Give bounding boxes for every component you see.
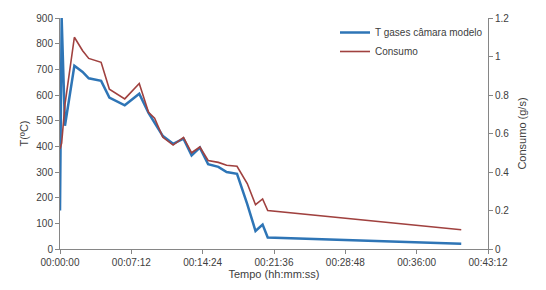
svg-text:1: 1 — [495, 51, 501, 62]
svg-text:00:07:12: 00:07:12 — [112, 257, 151, 268]
svg-text:00:14:24: 00:14:24 — [183, 257, 222, 268]
svg-text:00:36:00: 00:36:00 — [397, 257, 436, 268]
svg-text:00:21:36: 00:21:36 — [255, 257, 294, 268]
svg-text:00:00:00: 00:00:00 — [41, 257, 80, 268]
svg-text:00:43:12: 00:43:12 — [469, 257, 508, 268]
svg-text:Tempo (hh:mm:ss): Tempo (hh:mm:ss) — [228, 268, 319, 280]
svg-text:600: 600 — [36, 90, 53, 101]
svg-text:700: 700 — [36, 64, 53, 75]
svg-text:200: 200 — [36, 192, 53, 203]
svg-text:0: 0 — [47, 244, 53, 255]
svg-text:0.6: 0.6 — [495, 128, 509, 139]
svg-text:T(ºC): T(ºC) — [18, 120, 30, 146]
svg-text:800: 800 — [36, 38, 53, 49]
svg-text:T gases câmara modelo: T gases câmara modelo — [375, 27, 483, 38]
svg-text:0.8: 0.8 — [495, 90, 509, 101]
svg-text:400: 400 — [36, 141, 53, 152]
svg-text:00:28:48: 00:28:48 — [326, 257, 365, 268]
svg-text:500: 500 — [36, 115, 53, 126]
svg-text:0: 0 — [495, 244, 501, 255]
svg-text:0.2: 0.2 — [495, 205, 509, 216]
svg-text:Consumo (g/s): Consumo (g/s) — [516, 97, 528, 169]
svg-text:100: 100 — [36, 218, 53, 229]
svg-text:1.2: 1.2 — [495, 13, 509, 24]
svg-text:300: 300 — [36, 167, 53, 178]
svg-text:900: 900 — [36, 13, 53, 24]
svg-text:Consumo: Consumo — [375, 46, 418, 57]
svg-text:0.4: 0.4 — [495, 167, 509, 178]
